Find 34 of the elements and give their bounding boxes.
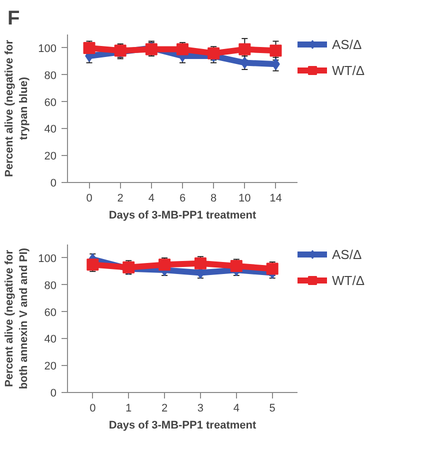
x-tick-label: 5 bbox=[269, 402, 276, 414]
y-tick-label: 40 bbox=[44, 124, 57, 136]
x-tick-label: 10 bbox=[238, 192, 251, 204]
y-axis-title: Percent alive (negative for trypan blue) bbox=[4, 39, 30, 177]
y-tick-label: 100 bbox=[38, 42, 57, 55]
x-tick-label: 3 bbox=[197, 402, 204, 414]
y-tick-label: 20 bbox=[44, 150, 57, 163]
x-axis-title: Days of 3-MB-PP1 treatment bbox=[108, 420, 256, 432]
x-tick-label: 8 bbox=[210, 192, 217, 204]
y-tick-label: 20 bbox=[44, 360, 57, 373]
text: F bbox=[8, 8, 20, 30]
x-tick-label: 0 bbox=[90, 402, 96, 414]
y-tick-label: 60 bbox=[44, 96, 57, 109]
legend-label: AS/Δ bbox=[332, 36, 362, 52]
legend-label: WT/Δ bbox=[332, 62, 365, 78]
x-axis-title: Days of 3-MB-PP1 treatment bbox=[108, 210, 256, 222]
legend-label: WT/Δ bbox=[332, 272, 365, 288]
x-tick-label: 4 bbox=[233, 402, 240, 414]
x-tick-label: 0 bbox=[86, 192, 92, 204]
y-tick-label: 0 bbox=[50, 178, 57, 190]
y-tick-label: 100 bbox=[38, 252, 57, 265]
x-tick-label: 4 bbox=[148, 192, 154, 204]
x-tick-label: 2 bbox=[117, 192, 124, 204]
y-tick-label: 40 bbox=[44, 334, 57, 346]
y-tick-label: 80 bbox=[44, 70, 57, 82]
y-axis-title: Percent alive (negative for both annexin V and and PI) bbox=[4, 248, 30, 390]
x-tick-label: 1 bbox=[126, 402, 132, 414]
x-tick-label: 6 bbox=[179, 192, 186, 204]
x-tick-label: 2 bbox=[161, 402, 168, 414]
x-tick-label: 14 bbox=[270, 192, 282, 204]
y-tick-label: 60 bbox=[44, 306, 57, 319]
y-tick-label: 0 bbox=[50, 388, 57, 400]
y-tick-label: 80 bbox=[44, 280, 57, 292]
legend-label: AS/Δ bbox=[332, 246, 362, 262]
